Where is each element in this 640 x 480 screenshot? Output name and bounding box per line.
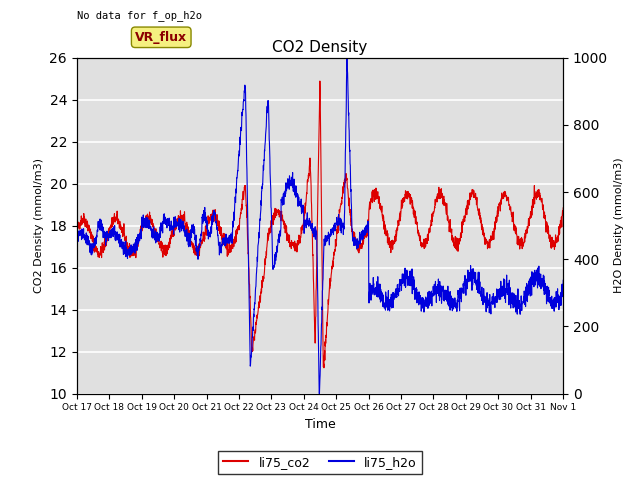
Line: li75_h2o: li75_h2o xyxy=(77,58,563,394)
li75_h2o xyxy=(559,277,567,283)
Title: CO2 Density: CO2 Density xyxy=(273,40,367,55)
li75_h2o xyxy=(461,276,469,281)
li75_h2o xyxy=(73,238,81,243)
Y-axis label: H2O Density (mmol/m3): H2O Density (mmol/m3) xyxy=(614,158,623,293)
li75_co2 xyxy=(559,205,567,211)
X-axis label: Time: Time xyxy=(305,418,335,431)
li75_h2o xyxy=(531,271,538,276)
li75_co2 xyxy=(73,227,81,232)
Y-axis label: CO2 Density (mmol/m3): CO2 Density (mmol/m3) xyxy=(34,158,44,293)
li75_co2 xyxy=(461,215,469,220)
li75_co2 xyxy=(209,210,216,216)
Text: No data for f_op_h2o: No data for f_op_h2o xyxy=(77,11,202,22)
Line: li75_co2: li75_co2 xyxy=(77,81,563,368)
li75_h2o xyxy=(516,301,524,307)
li75_co2 xyxy=(345,196,353,202)
li75_h2o xyxy=(345,112,353,118)
li75_co2 xyxy=(516,242,524,248)
li75_co2 xyxy=(316,78,324,84)
li75_co2 xyxy=(320,365,328,371)
li75_co2 xyxy=(531,194,538,200)
li75_h2o xyxy=(316,391,323,396)
Text: VR_flux: VR_flux xyxy=(135,31,188,44)
Legend: li75_co2, li75_h2o: li75_co2, li75_h2o xyxy=(218,451,422,474)
li75_co2 xyxy=(334,225,342,230)
li75_h2o xyxy=(343,55,351,60)
li75_h2o xyxy=(334,223,342,228)
li75_h2o xyxy=(209,219,216,225)
